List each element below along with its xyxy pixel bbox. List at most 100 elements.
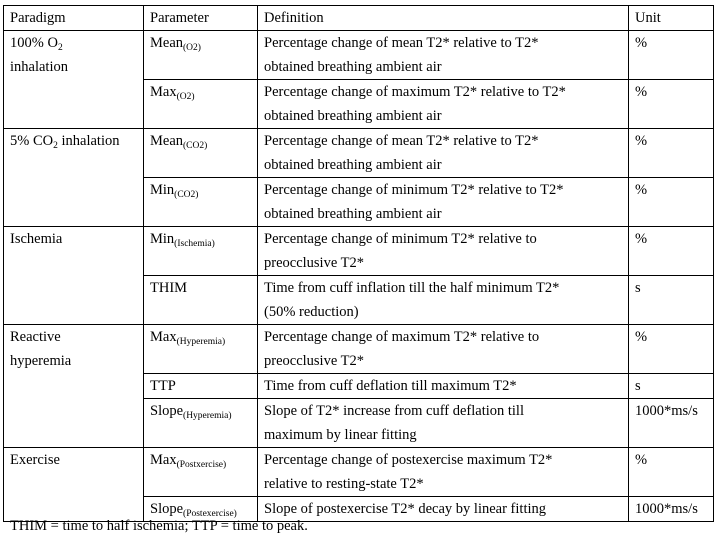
paradigm-subscript: 2 [53,141,58,151]
unit-cell: % [628,324,714,374]
parameter-name: Slope [150,501,184,517]
definition-cell: Time from cuff deflation till maximum T2… [257,373,629,399]
unit-cell: s [628,275,714,325]
definition-cell: Percentage change of minimum T2* relativ… [257,177,629,227]
paradigm-line: Reactive [10,325,137,349]
paradigm-cell: Exercise [3,447,144,522]
table-row: Max(O2) Percentage change of maximum T2* … [4,79,714,129]
unit-cell: % [628,30,714,80]
parameter-subscript: (CO2) [174,190,199,200]
unit-cell: % [628,128,714,178]
definition-line: Percentage change of minimum T2* relativ… [264,231,537,247]
paradigm-line: hyperemia [10,349,137,373]
parameter-name: Slope [150,403,184,419]
definition-cell: Time from cuff inflation till the half m… [257,275,629,325]
table-row: TTP Time from cuff deflation till maximum… [4,373,714,399]
paradigm-text: Reactive [10,329,61,345]
parameter-subscript: (Hyperemia) [176,337,226,347]
paradigm-subscript: 2 [57,43,63,53]
parameter-cell: Slope(Hyperemia) [143,398,258,448]
unit-cell: % [628,226,714,276]
paradigm-text: hyperemia [10,353,72,369]
definition-line: (50% reduction) [264,304,359,320]
paradigm-text-after: inhalation [57,133,120,149]
definition-line: obtained breathing ambient air [264,206,442,222]
header-unit: Unit [628,5,714,31]
parameters-table: Paradigm Parameter Definition Unit 100% … [3,5,714,522]
definition-cell: Slope of T2* increase from cuff deflatio… [257,398,629,448]
parameter-cell: Mean(O2) [143,30,258,80]
table-row: Exercise Max(Postxercise) Percentage chang… [3,447,714,522]
definition-cell: Percentage change of mean T2* relative t… [257,128,629,178]
table-row: Slope(Hyperemia) Slope of T2* increase fr… [4,398,714,448]
parameter-name: Max [150,329,177,345]
table-row: 100% O2 inhalation Mean(O2) Percentage chan… [3,30,714,129]
definition-line: Time from cuff inflation till the half m… [264,280,560,296]
parameter-cell: Min(CO2) [143,177,258,227]
paradigm-cell: Reactive hyperemia [3,324,144,448]
parameter-cell: Max(Hyperemia) [143,324,258,374]
paradigm-line: 5% CO2 inhalation [10,129,137,153]
paradigm-cell: 5% CO2 inhalation [3,128,144,227]
definition-line: preocclusive T2* [264,353,364,369]
unit-cell: % [628,79,714,129]
paradigm-text: 5% CO [10,133,54,149]
parameter-cell: Slope(Postexercise) [143,496,258,522]
definition-cell: Percentage change of maximum T2* relativ… [257,324,629,374]
parameter-subscript: (Postexercise) [183,509,237,519]
parameter-subscript: (Ischemia) [174,239,215,249]
parameter-cell: Mean(CO2) [143,128,258,178]
table-row: THIM Time from cuff inflation till the ha… [4,275,714,325]
parameter-name: TTP [150,378,176,394]
table-row: Ischemia Min(Ischemia) Percentage change o… [3,226,714,325]
definition-line: obtained breathing ambient air [264,108,442,124]
definition-line: Slope of postexercise T2* decay by linea… [264,501,546,517]
paradigm-text: Ischemia [10,231,63,247]
parameter-cell: THIM [143,275,258,325]
definition-cell: Percentage change of maximum T2* relativ… [257,79,629,129]
paradigm-text: Exercise [10,452,60,468]
table-row: 5% CO2 inhalation Mean(CO2) Percentage cha… [3,128,714,227]
paradigm-line: Exercise [10,448,137,472]
paradigm-line: inhalation [10,55,137,79]
unit-cell: % [628,447,714,497]
header-paradigm: Paradigm [3,5,144,31]
definition-line: Percentage change of maximum T2* relativ… [264,84,566,100]
definition-line: obtained breathing ambient air [264,157,442,173]
header-definition: Definition [257,5,629,31]
unit-cell: s [628,373,714,399]
parameter-subscript: (Hyperemia) [183,411,232,421]
parameter-name: Min [150,231,175,247]
header-row: Paradigm Parameter Definition Unit [3,5,714,31]
table-row: Slope(Postexercise) Slope of postexercise… [4,496,714,522]
definition-line: Percentage change of mean T2* relative t… [264,35,539,51]
paradigm-cell: 100% O2 inhalation [3,30,144,129]
definition-line: relative to resting-state T2* [264,476,424,492]
paradigm-cell: Ischemia [3,226,144,325]
unit-cell: 1000*ms/s [628,496,714,522]
definition-cell: Percentage change of postexercise maximu… [257,447,629,497]
definition-cell: Percentage change of minimum T2* relativ… [257,226,629,276]
parameter-name: Mean [150,133,184,149]
table-row: Reactive hyperemia Max(Hyperemia) Percentag… [3,324,714,448]
parameter-name: Min [150,182,175,198]
parameter-subscript: (O2) [183,43,201,53]
table-row: Min(CO2) Percentage change of minimum T2*… [4,177,714,227]
parameter-cell: Max(O2) [143,79,258,129]
paradigm-line: 100% O2 [10,31,137,55]
definition-line: obtained breathing ambient air [264,59,442,75]
parameter-name: Max [150,452,177,468]
parameter-cell: Min(Ischemia) [143,226,258,276]
parameter-cell: TTP [143,373,258,399]
paradigm-text: 100% O [10,35,58,51]
parameter-cell: Max(Postxercise) [143,447,258,497]
parameter-name: THIM [150,280,188,296]
definition-line: maximum by linear fitting [264,427,417,443]
definition-line: preocclusive T2* [264,255,364,271]
definition-cell: Percentage change of mean T2* relative t… [257,30,629,80]
table-footnote: THIM = time to half ischemia; TTP = time… [10,518,308,534]
definition-cell: Slope of postexercise T2* decay by linea… [257,496,629,522]
paradigm-text: inhalation [10,59,68,75]
parameter-subscript: (CO2) [183,141,208,151]
definition-line: Slope of T2* increase from cuff deflatio… [264,403,524,419]
